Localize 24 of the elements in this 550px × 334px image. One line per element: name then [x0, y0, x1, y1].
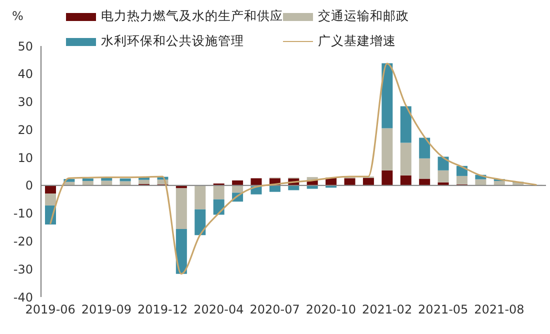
x-tick-label: 2021-08	[474, 302, 524, 317]
y-tick-label: 30	[18, 95, 33, 110]
legend-label: 电力热力燃气及水的生产和供应	[101, 8, 283, 25]
y-tick-label: 10	[18, 150, 33, 165]
legend-label: 广义基建增速	[318, 33, 396, 50]
y-tick-label: 0	[25, 178, 33, 193]
y-tick-label: -40	[13, 290, 33, 304]
x-tick-label: 2019-12	[138, 302, 188, 317]
x-tick-label: 2021-02	[362, 302, 412, 317]
x-tick-label: 2020-07	[250, 302, 300, 317]
y-axis-title: %	[12, 9, 24, 23]
y-tick-label: 40	[18, 67, 33, 82]
y-tick-label: 50	[18, 39, 33, 54]
y-tick-label: -10	[13, 206, 33, 221]
x-tick-label: 2019-06	[25, 302, 76, 317]
x-tick-label: 2020-10	[306, 302, 356, 317]
x-tick-label: 2020-04	[194, 302, 244, 317]
x-tick-label: 2021-05	[418, 302, 468, 317]
y-tick-label: -20	[13, 234, 33, 248]
legend-label: 水利环保和公共设施管理	[101, 33, 244, 50]
x-tick-label: 2019-09	[81, 302, 132, 317]
y-tick-label: 20	[18, 122, 33, 137]
y-tick-label: -30	[13, 262, 33, 276]
legend-label: 交通运输和邮政	[318, 8, 409, 25]
